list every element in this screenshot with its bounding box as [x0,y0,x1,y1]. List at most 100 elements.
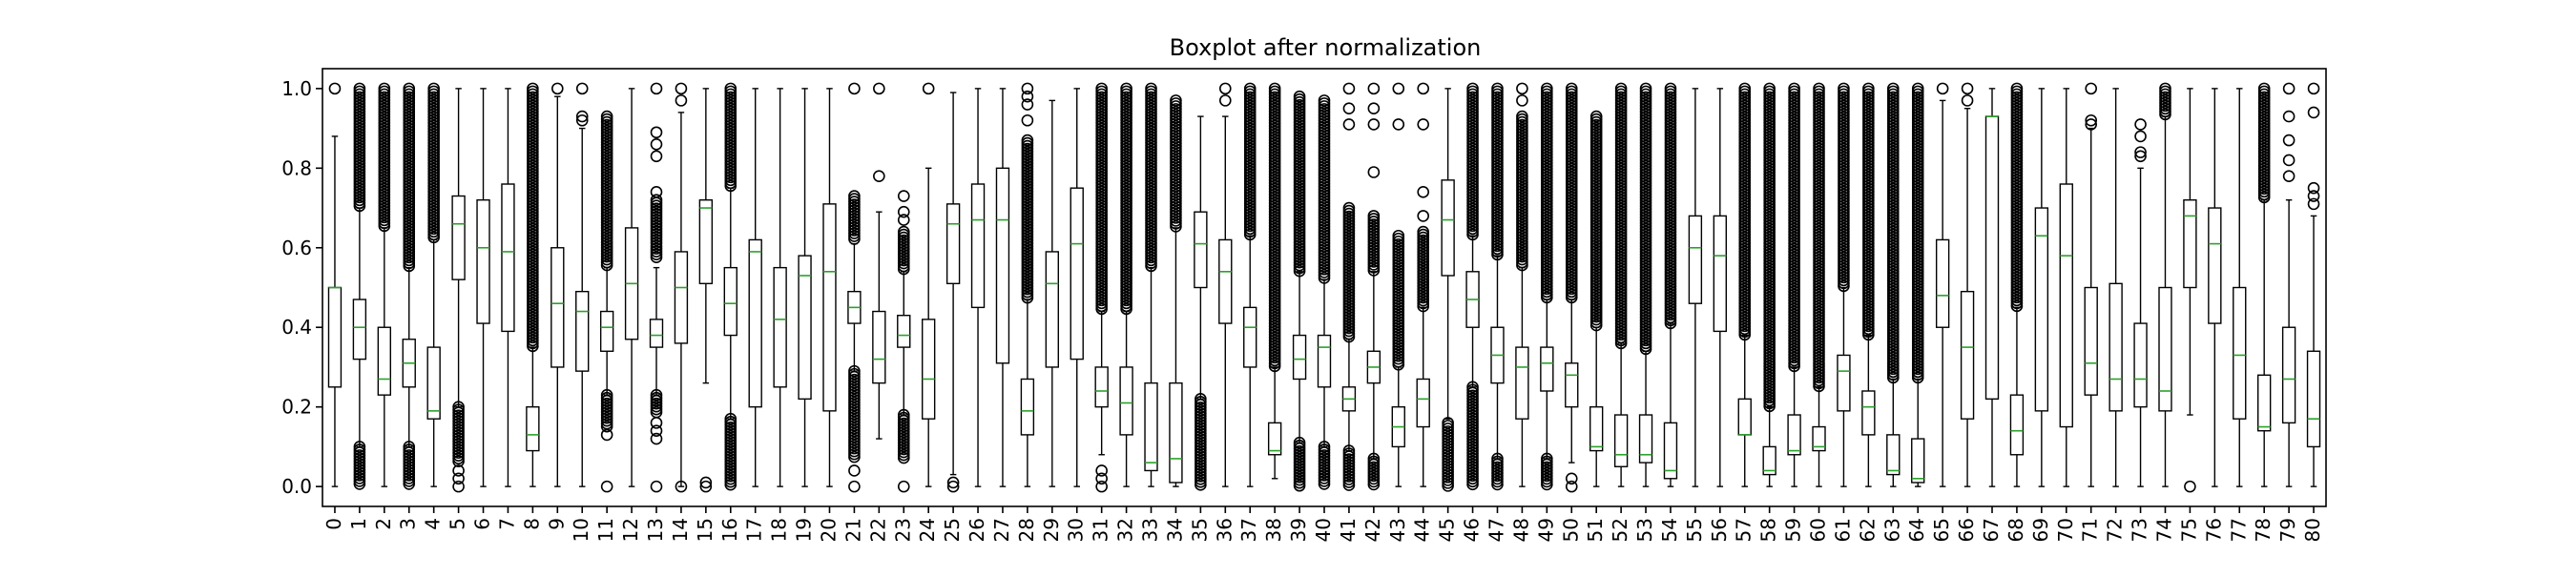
box-iqr [2134,323,2147,407]
box-iqr [2109,283,2122,411]
box-57 [1738,83,1751,486]
flier-point [849,465,860,476]
x-tick-label: 32 [1114,518,1137,542]
flier-band [1270,83,1280,371]
x-tick-label: 15 [694,518,717,542]
box-iqr [1838,355,1850,410]
x-tick-label: 44 [1411,518,1434,542]
y-tick-label: 0.0 [281,475,312,498]
box-5 [452,89,465,492]
flier-point [1343,103,1354,113]
x-tick-label: 53 [1633,518,1656,542]
flier-point [1418,187,1428,197]
box-42 [1367,83,1380,489]
flier-band [354,442,364,489]
x-tick-label: 61 [1831,518,1854,542]
flier-band [1418,227,1428,312]
box-17 [749,89,761,486]
flier-point [849,83,860,93]
box-iqr [1269,422,1281,454]
box-iqr [873,312,885,383]
box-iqr [1640,415,1652,463]
flier-band [1368,211,1379,276]
x-tick-label: 26 [966,518,988,542]
flier-band [1319,95,1330,283]
x-tick-label: 37 [1237,518,1260,542]
flier-band [1616,83,1627,348]
box-77 [2233,89,2246,486]
x-tick-label: 17 [743,518,766,542]
box-64 [1912,83,1924,486]
x-tick-label: 25 [941,518,964,542]
flier-band [899,410,909,464]
x-tick-label: 68 [2005,518,2027,542]
flier-band [1171,95,1181,232]
flier-point [899,482,909,492]
x-tick-label: 56 [1708,518,1731,542]
flier-band [2011,83,2022,311]
x-tick-label: 64 [1905,518,1928,542]
box-iqr [551,248,564,367]
box-iqr [1095,367,1108,407]
box-45 [1442,89,1454,491]
box-iqr [2283,327,2296,422]
box-iqr [2159,288,2171,411]
box-72 [2109,89,2122,486]
box-43 [1392,83,1404,486]
x-tick-label: 47 [1485,518,1507,542]
x-tick-label: 52 [1609,518,1631,542]
flier-point [1368,83,1379,93]
box-74 [2159,83,2171,486]
x-tick-label: 66 [1955,518,1978,542]
flier-point [2284,171,2295,181]
box-iqr [1615,415,1628,466]
x-tick-label: 13 [644,518,667,542]
flier-band [1121,83,1132,314]
box-iqr [972,184,985,307]
box-3 [403,83,415,489]
box-iqr [1195,212,1207,287]
flier-point [1963,95,1973,106]
box-iqr [1689,216,1701,303]
box-10 [576,83,589,486]
box-iqr [1912,439,1924,483]
x-tick-label: 22 [866,518,889,542]
box-30 [1070,89,1083,486]
box-29 [1046,100,1058,486]
x-tick-label: 21 [841,518,864,542]
box-67 [1986,89,1999,486]
flier-band [1764,83,1775,411]
box-70 [2060,89,2072,486]
box-28 [1021,83,1033,486]
box-iqr [799,256,811,399]
flier-band [1343,203,1354,342]
box-1 [353,83,365,489]
flier-band [404,442,414,489]
box-iqr [1319,336,1331,387]
x-tick-label: 0 [322,518,345,530]
box-18 [774,89,786,486]
flier-point [1022,83,1032,93]
box-iqr [1021,379,1033,434]
box-69 [2035,89,2047,486]
box-iqr [1937,239,1949,327]
flier-point [577,83,588,93]
box-39 [1294,92,1306,491]
box-iqr [2233,288,2246,420]
box-23 [898,191,910,492]
x-tick-label: 18 [768,518,791,542]
box-iqr [2258,375,2271,430]
flier-point [1368,119,1379,130]
flier-point [2284,155,2295,165]
x-tick-label: 62 [1856,518,1879,542]
box-iqr [699,200,712,284]
flier-band [1888,83,1899,382]
x-tick-label: 31 [1090,518,1112,542]
flier-point [849,482,860,492]
flier-band [1022,135,1032,303]
y-tick-label: 0.8 [281,156,312,179]
flier-point [1418,83,1428,93]
flier-band [1443,418,1453,491]
flier-point [652,187,662,197]
